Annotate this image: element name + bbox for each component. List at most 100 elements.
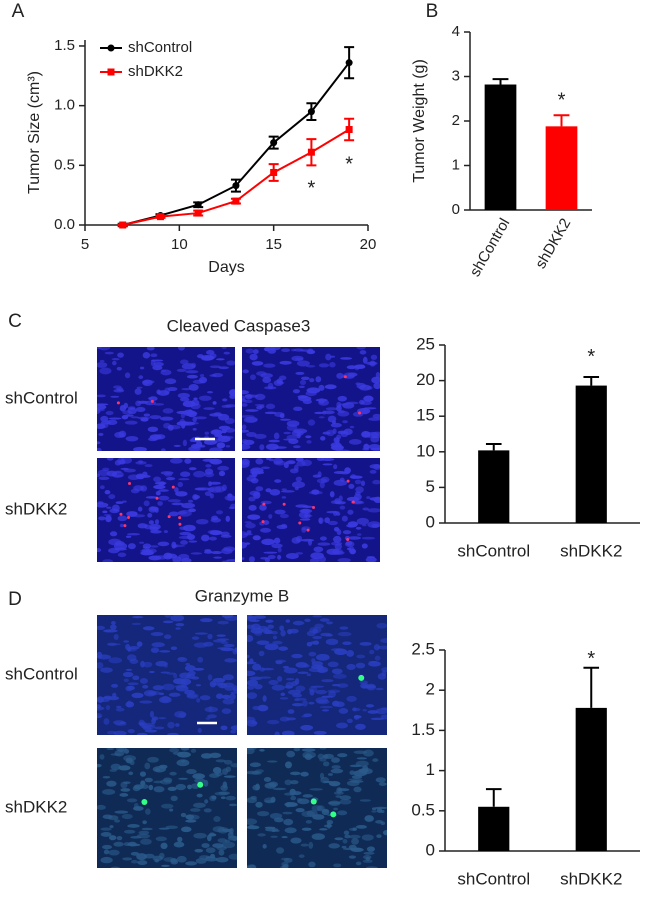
cell [145, 496, 158, 499]
cell [108, 417, 122, 420]
cell [276, 847, 285, 854]
cell [208, 481, 221, 485]
cell [170, 795, 178, 802]
cell [342, 847, 357, 851]
cell [312, 635, 323, 640]
cell [107, 643, 121, 646]
legend-label: shDKK2 [128, 63, 183, 80]
cell [199, 374, 205, 378]
cell [365, 557, 377, 562]
cell [267, 554, 276, 560]
cell [106, 470, 118, 477]
cell [138, 474, 151, 478]
micrograph-texture [247, 615, 387, 735]
cell [247, 719, 258, 727]
cell [182, 439, 188, 447]
cell [356, 517, 369, 525]
cell [380, 821, 386, 826]
cell [274, 509, 286, 515]
cell [244, 533, 253, 536]
cell [97, 441, 101, 445]
cell [158, 481, 166, 486]
cell [333, 807, 339, 811]
cell [204, 799, 209, 804]
cell [325, 633, 334, 637]
cell [300, 379, 307, 386]
cell [327, 661, 339, 668]
cell [264, 826, 276, 829]
cell [105, 410, 114, 416]
micrograph [242, 458, 380, 562]
cell [276, 675, 283, 682]
cell [257, 833, 266, 837]
cell [254, 630, 263, 636]
cell [331, 765, 341, 770]
cell [366, 683, 377, 691]
cell [137, 860, 148, 866]
cell [274, 731, 280, 735]
cell [259, 527, 272, 533]
cell [347, 509, 354, 515]
cell [356, 654, 366, 659]
x-tick-label: 20 [360, 236, 377, 253]
cell [220, 725, 228, 731]
cell [262, 695, 267, 702]
marker [232, 197, 240, 205]
annotation: * [308, 177, 316, 199]
cell [353, 715, 362, 719]
cell [318, 517, 323, 524]
cell [179, 672, 192, 679]
cell [109, 531, 118, 537]
cell [333, 526, 340, 532]
cell [247, 818, 258, 825]
cell [137, 506, 143, 512]
cell [339, 799, 352, 805]
cell [361, 834, 374, 841]
cell [234, 647, 237, 653]
cell [153, 484, 166, 490]
cell [292, 620, 305, 626]
micrograph-texture [97, 615, 237, 735]
cell [126, 798, 138, 803]
cell [109, 624, 117, 630]
cell [97, 625, 106, 630]
cell [267, 624, 275, 629]
y-tick-label: 0.5 [54, 156, 75, 173]
cell [348, 778, 363, 781]
cell [284, 827, 297, 834]
cell [181, 387, 192, 391]
cell [126, 700, 132, 708]
cell [107, 815, 119, 821]
cell [283, 667, 298, 674]
cell [272, 640, 283, 645]
cell [167, 786, 177, 791]
cell [380, 714, 387, 720]
cell [97, 651, 103, 659]
cell [108, 849, 120, 856]
cell [363, 851, 375, 855]
marker [345, 59, 353, 67]
cell [243, 416, 258, 424]
cell [281, 348, 291, 353]
stain-spot [358, 674, 365, 681]
stain-spot [197, 781, 204, 788]
cell [283, 438, 295, 441]
cell [363, 854, 372, 860]
cell [345, 540, 353, 546]
cell [309, 788, 323, 791]
cell [243, 399, 253, 404]
cell [371, 523, 380, 528]
cell [170, 646, 178, 651]
marker [345, 126, 353, 134]
cell [361, 543, 368, 549]
cell [144, 762, 151, 770]
cell [207, 633, 213, 640]
cell [105, 515, 112, 523]
cell [97, 715, 102, 719]
cell [321, 809, 330, 816]
cell [337, 557, 351, 562]
cell [279, 513, 289, 519]
cell [194, 416, 207, 420]
cell [119, 721, 127, 725]
cell [174, 487, 179, 493]
